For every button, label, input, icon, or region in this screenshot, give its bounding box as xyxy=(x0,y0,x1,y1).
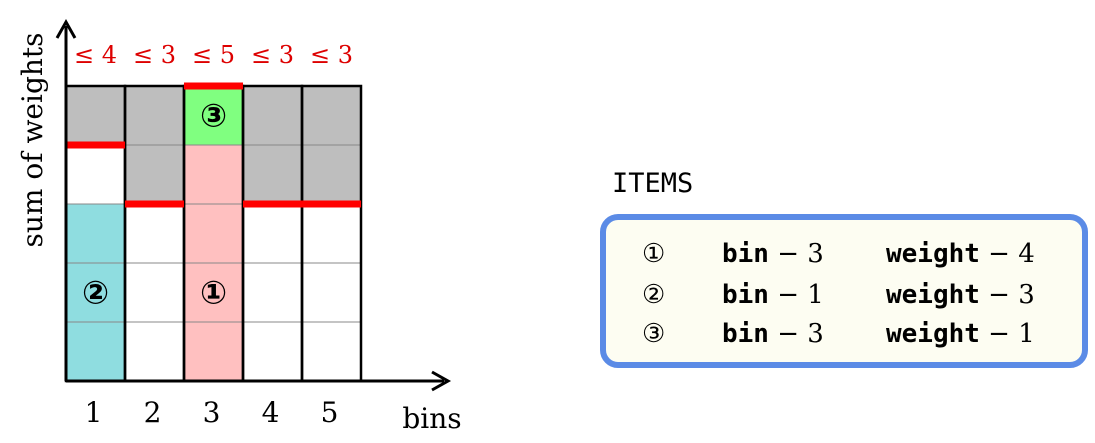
item-weight: weight − 1 xyxy=(886,315,1035,353)
bin-value: 1 xyxy=(807,280,824,310)
item-block xyxy=(184,86,243,145)
bins-layer: ≤ 4 ≤ 3 ≤ 5 ≤ 3 ≤ 3 ② ① ③ 1 2 3 4 5 xyxy=(64,41,363,429)
x-axis-label: bins xyxy=(402,402,461,435)
item-row: ③ bin − 3 weight − 1 xyxy=(606,315,1082,353)
item-bin: bin − 1 xyxy=(722,276,824,314)
item-row: ② bin − 1 weight − 3 xyxy=(606,276,1082,314)
bin-key: bin xyxy=(722,280,769,310)
weight-key: weight xyxy=(886,239,980,269)
weight-key: weight xyxy=(886,319,980,349)
bin-label: 5 xyxy=(321,396,339,429)
bin-op: − xyxy=(768,280,808,310)
weight-key: weight xyxy=(886,280,980,310)
item-weight: weight − 4 xyxy=(886,235,1035,273)
weight-value: 3 xyxy=(1018,280,1035,310)
weight-op: − xyxy=(979,280,1019,310)
weight-op: − xyxy=(979,239,1019,269)
item-bin: bin − 3 xyxy=(722,315,824,353)
bin-label: 2 xyxy=(144,396,162,429)
bin-key: bin xyxy=(722,319,769,349)
bin-label: 4 xyxy=(262,396,280,429)
item-weight: weight − 3 xyxy=(886,276,1035,314)
capacity-label: ≤ 3 xyxy=(133,41,176,69)
weight-value: 4 xyxy=(1018,239,1035,269)
y-axis-arrowhead xyxy=(55,18,77,39)
item-label: ① xyxy=(200,274,227,312)
weight-value: 1 xyxy=(1018,319,1035,349)
bin-op: − xyxy=(768,239,808,269)
items-panel: ① bin − 3 weight − 4 ② bin − 1 weight − … xyxy=(600,214,1088,368)
unused-capacity-region xyxy=(66,86,125,145)
axes xyxy=(55,18,452,392)
item-id: ③ xyxy=(642,319,666,349)
bin-value: 3 xyxy=(807,319,824,349)
bin-label: 1 xyxy=(85,396,103,429)
capacity-label: ≤ 3 xyxy=(310,41,353,69)
item-label: ③ xyxy=(200,97,227,135)
bin-packing-diagram: sum of weights bins ≤ 4 ≤ 3 ≤ 5 ≤ 3 ≤ 3 ② ① ③ 1 2… xyxy=(16,18,462,435)
weight-op: − xyxy=(979,319,1019,349)
item-id: ② xyxy=(642,280,666,310)
capacity-label: ≤ 5 xyxy=(192,41,235,69)
x-axis-arrowhead xyxy=(431,370,452,392)
items-heading: ITEMS xyxy=(612,168,694,199)
item-bin: bin − 3 xyxy=(722,235,824,273)
item-id: ① xyxy=(642,239,666,269)
capacity-label: ≤ 4 xyxy=(74,41,117,69)
capacity-label: ≤ 3 xyxy=(251,41,294,69)
bin-label: 3 xyxy=(203,396,221,429)
y-axis-label: sum of weights xyxy=(16,32,49,247)
item-row: ① bin − 3 weight − 4 xyxy=(606,235,1082,273)
bin-op: − xyxy=(768,319,808,349)
bin-key: bin xyxy=(722,239,769,269)
bin-value: 3 xyxy=(807,239,824,269)
item-block xyxy=(66,204,125,381)
item-label: ② xyxy=(82,274,109,312)
